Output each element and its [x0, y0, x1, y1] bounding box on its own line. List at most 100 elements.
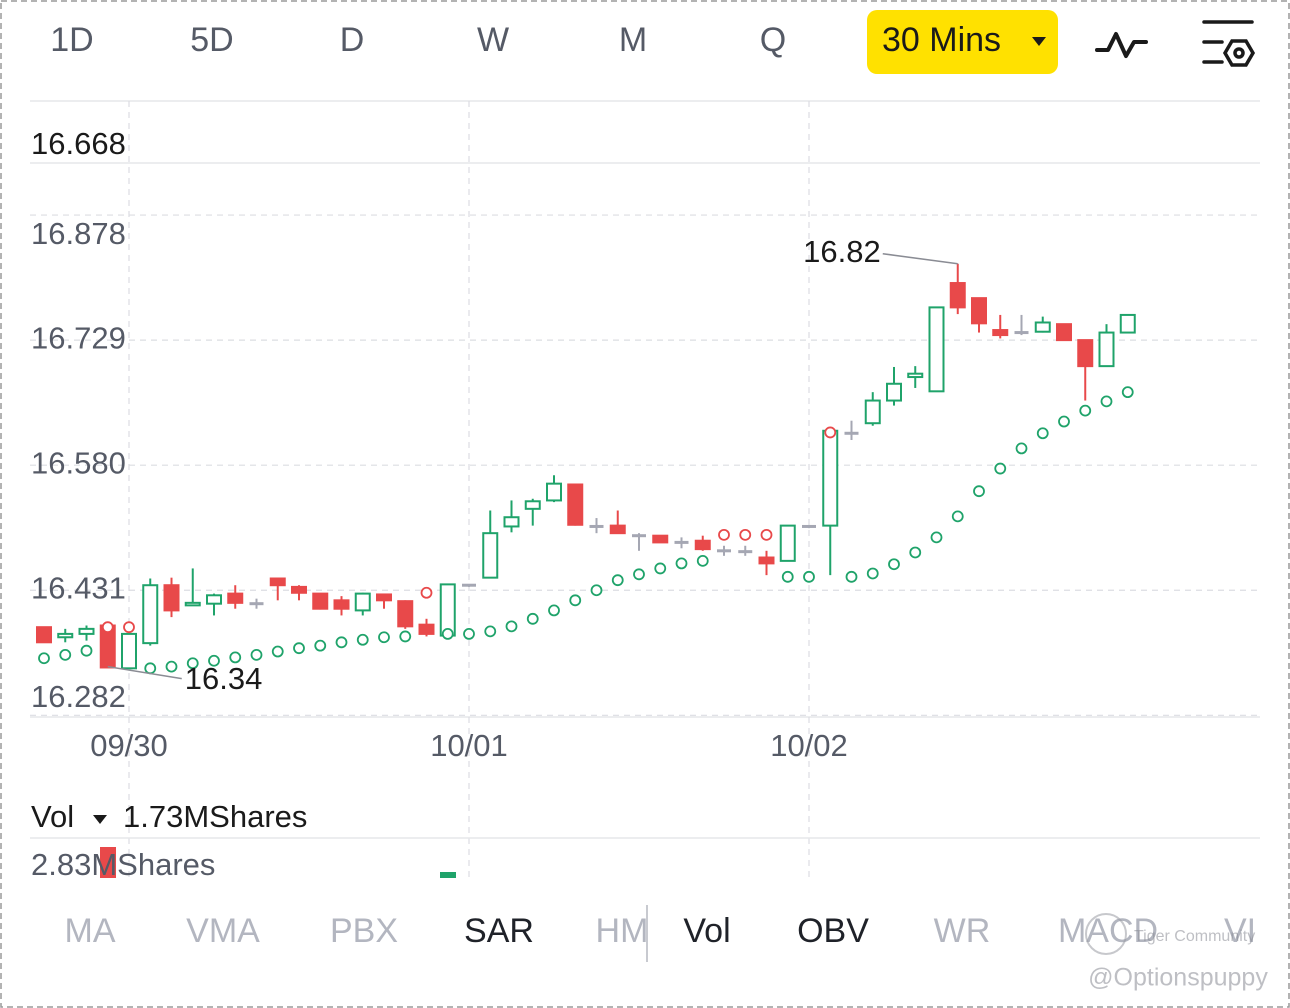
candle-body — [694, 539, 711, 551]
candle-body — [1034, 321, 1051, 333]
sar-dot — [909, 546, 922, 559]
indicator-tabs: MA VMA PBX SAR HM Vol OBV WR MACD VI — [65, 912, 1257, 950]
sar-dot — [548, 604, 560, 617]
interval-button[interactable] — [867, 10, 1058, 74]
dropdown-arrow — [1032, 37, 1046, 46]
sar-dot — [781, 570, 794, 583]
candle-body — [864, 399, 881, 425]
period-tab[interactable]: W — [477, 21, 509, 59]
sar-dot — [569, 594, 582, 607]
candle-body — [652, 534, 669, 544]
period-tab[interactable]: Q — [760, 21, 786, 59]
sar-dot — [293, 642, 305, 655]
candle-body — [397, 600, 414, 628]
candle-body — [822, 429, 839, 527]
indicator-tab[interactable]: SAR — [464, 912, 534, 950]
sar-dot — [1100, 395, 1113, 408]
candle-body — [227, 592, 244, 604]
low-annotation: 16.34 — [185, 661, 263, 696]
candle-body — [1077, 339, 1094, 368]
sar-dot — [824, 426, 837, 439]
sar-dot — [718, 528, 730, 541]
sar-dot — [654, 562, 667, 575]
sar-dot — [144, 662, 157, 675]
candle-body — [78, 627, 95, 635]
sar-dot — [271, 645, 284, 658]
sar-dot — [1058, 415, 1070, 428]
sar-dot — [378, 631, 390, 644]
sar-dot — [208, 654, 220, 667]
indicator-tab[interactable]: MA — [65, 912, 116, 950]
candle-body — [36, 626, 52, 644]
sar-dot — [803, 570, 815, 583]
indicator-tab[interactable]: PBX — [330, 912, 398, 950]
candle-body — [886, 382, 902, 402]
sar-dot — [888, 558, 900, 571]
settings-icon[interactable] — [1202, 20, 1256, 67]
sar-dot — [1121, 386, 1134, 399]
candle-body — [163, 584, 180, 612]
sar-dot — [186, 657, 199, 670]
candle-body — [609, 524, 626, 535]
sar-dot — [420, 586, 433, 599]
sar-dot — [590, 584, 603, 597]
candle-body — [269, 577, 286, 587]
sar-dot — [951, 510, 964, 523]
y-tick-label: 16.729 — [31, 320, 126, 355]
period-tab[interactable]: M — [619, 21, 647, 59]
candle-body — [1119, 313, 1136, 334]
period-tab[interactable]: 5D — [190, 21, 233, 59]
indicator-tab[interactable]: MACD — [1058, 912, 1158, 950]
candle-body — [312, 592, 329, 610]
candle-body — [567, 483, 584, 526]
candle-body — [907, 372, 924, 379]
sar-dot — [973, 485, 985, 498]
price-chart: 16.878 16.729 16.580 16.431 16.282 09/30 10/01… — [30, 101, 1260, 880]
sar-dot — [505, 620, 518, 633]
sar-dot — [165, 660, 178, 673]
candle-body — [949, 282, 966, 309]
sar-dot — [994, 462, 1007, 475]
sar-dot — [1015, 442, 1028, 455]
indicator-icon[interactable] — [1095, 32, 1148, 58]
candle-body — [482, 532, 499, 579]
indicator-tab[interactable]: VMA — [186, 912, 260, 950]
candle-body — [57, 632, 74, 639]
sar-dot — [1079, 404, 1092, 417]
indicator-tab[interactable]: HM — [596, 912, 649, 950]
candle-body — [418, 623, 435, 635]
period-tab[interactable]: D — [340, 21, 365, 59]
y-tick-label: 16.431 — [31, 570, 126, 605]
sar-dot — [463, 628, 475, 640]
indicator-tab[interactable]: Vol — [683, 912, 730, 950]
candle-body — [333, 599, 350, 610]
indicator-tab[interactable]: OBV — [797, 912, 869, 950]
candle-body — [206, 594, 222, 605]
candle-body — [376, 593, 392, 602]
sar-dot — [123, 621, 135, 634]
sar-dot — [930, 531, 943, 544]
x-tick-label: 10/01 — [430, 728, 508, 763]
watermark-user: @Optionspuppy — [1088, 964, 1268, 992]
candle-body — [524, 500, 541, 510]
sar-dot — [1036, 427, 1049, 440]
watermark-brand: Tiger Community — [1134, 928, 1255, 945]
volume-label[interactable]: Vol — [31, 799, 74, 834]
candle-body — [503, 516, 520, 528]
top-scale-label: 16.668 — [31, 126, 126, 161]
indicator-tab[interactable]: VI — [1224, 912, 1256, 950]
sar-dot — [760, 528, 773, 541]
x-tick-label: 09/30 — [90, 728, 168, 763]
candle-body — [121, 632, 137, 670]
candle-body — [992, 329, 1009, 337]
sar-dot — [356, 633, 369, 646]
indicator-tab[interactable]: WR — [934, 912, 991, 950]
sar-dot — [845, 570, 858, 583]
interval-label[interactable]: 30 Mins — [882, 21, 1001, 59]
period-tab[interactable]: 1D — [50, 21, 93, 59]
volume-bar — [100, 847, 116, 878]
sar-dot — [484, 625, 497, 638]
sar-dot — [38, 652, 50, 665]
watermark: Tiger Community @Optionspuppy — [1085, 913, 1268, 992]
